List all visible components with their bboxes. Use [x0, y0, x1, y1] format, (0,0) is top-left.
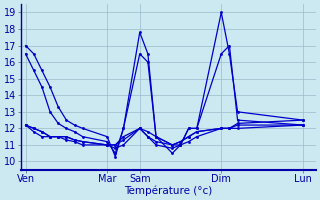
- X-axis label: Température (°c): Température (°c): [124, 185, 212, 196]
